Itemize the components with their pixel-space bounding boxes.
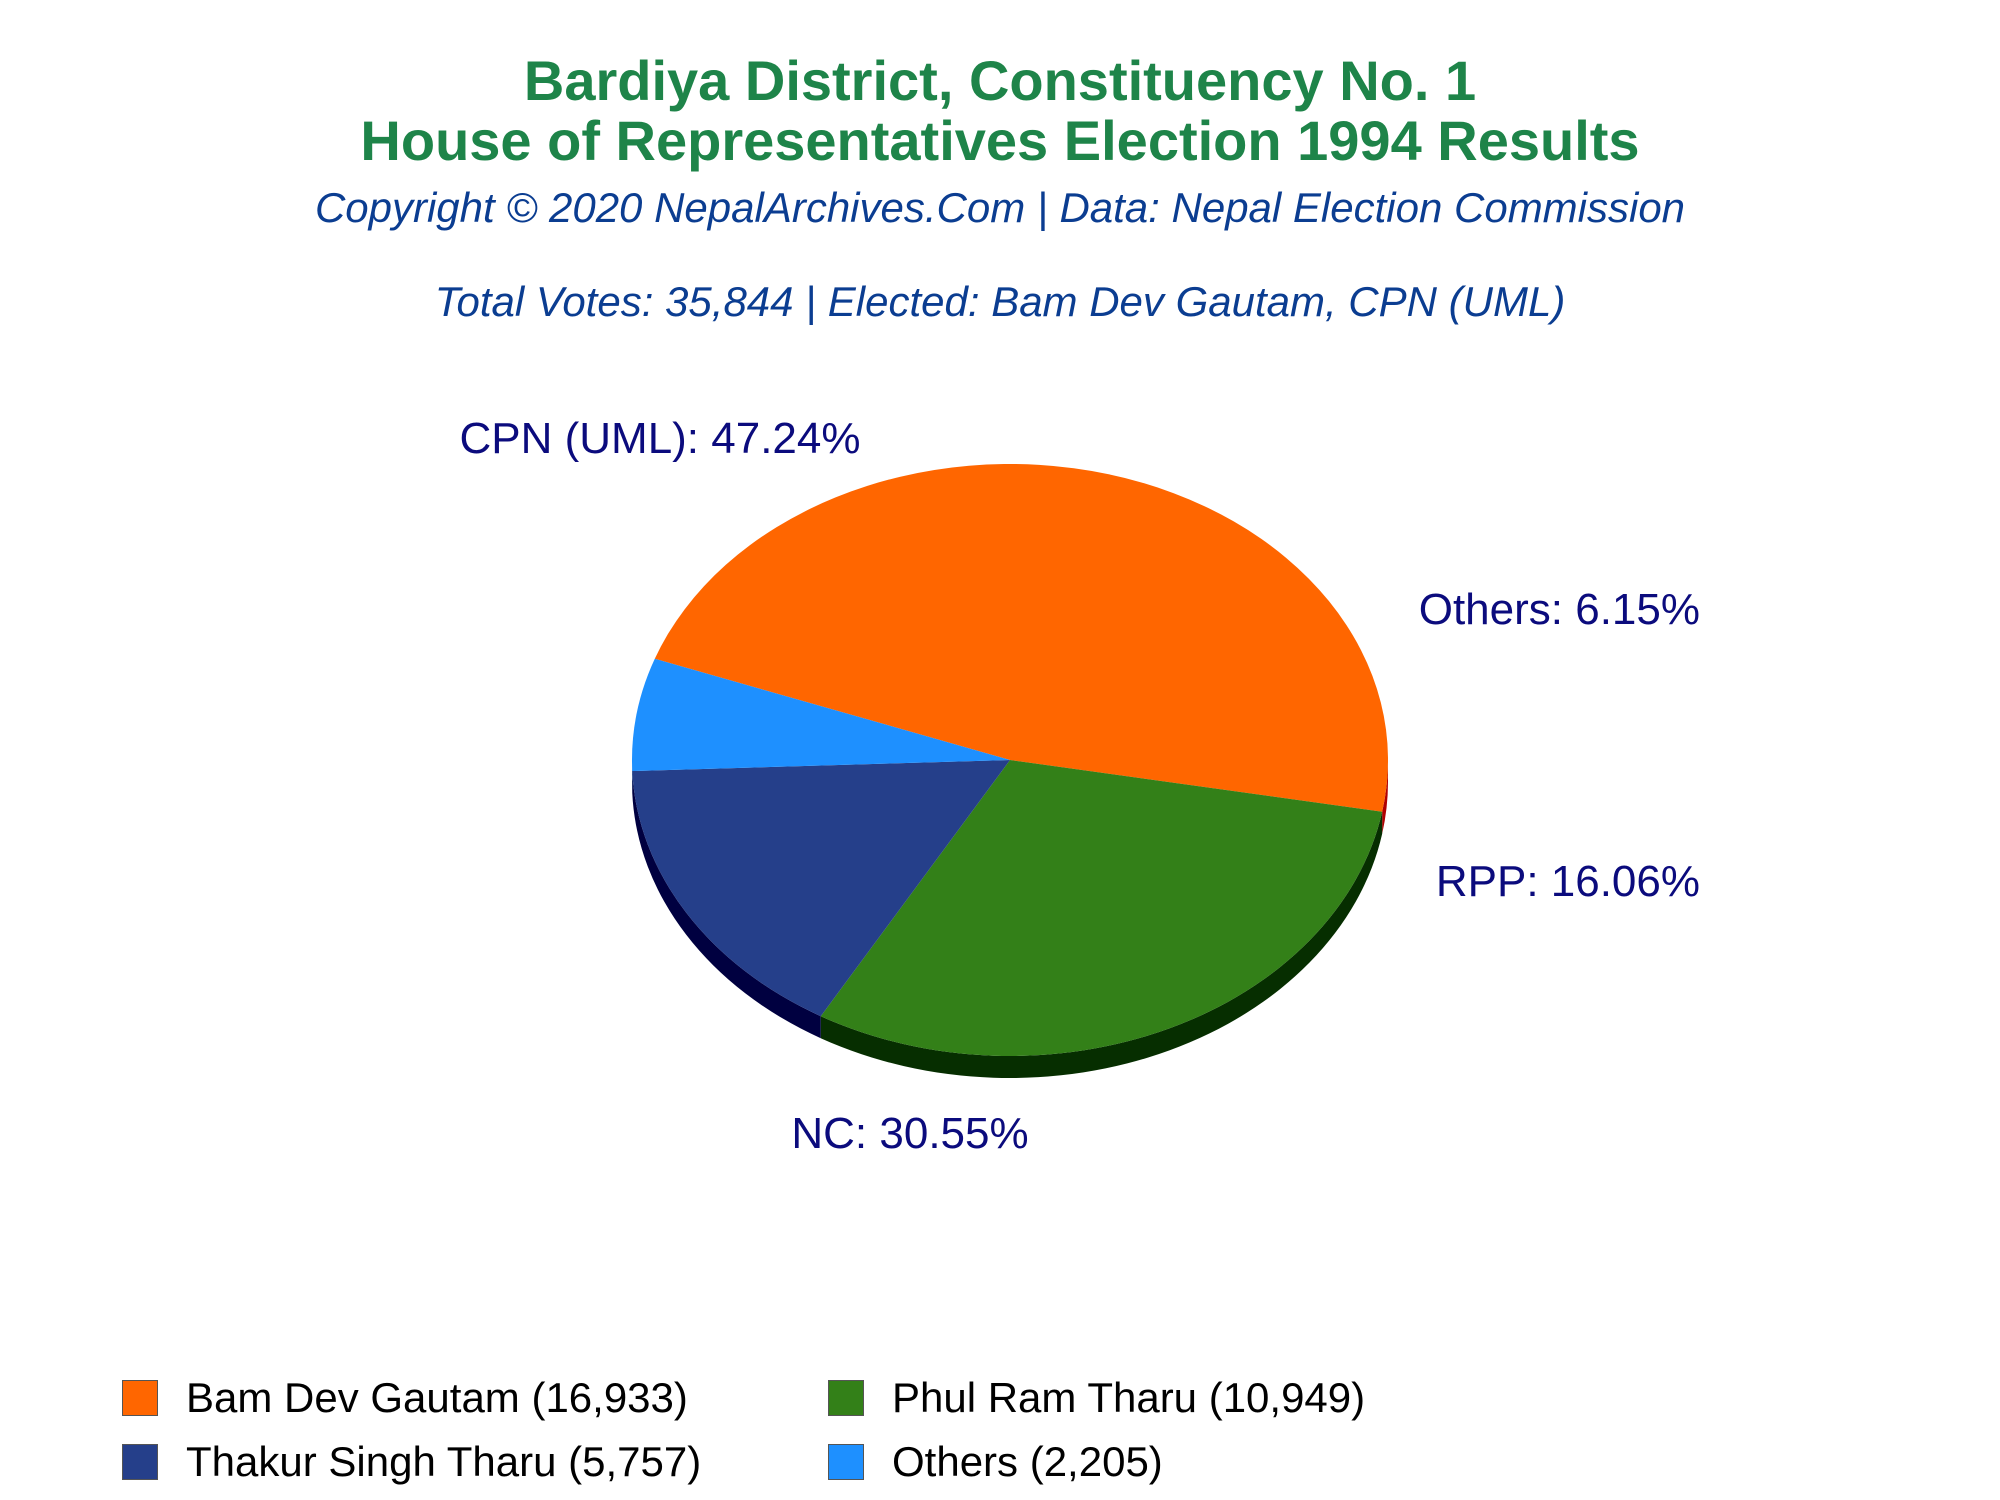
legend-label: Bam Dev Gautam (16,933)	[186, 1374, 688, 1421]
slice-label-rpp: RPP: 16.06%	[1436, 857, 1700, 906]
legend-swatch	[828, 1380, 864, 1416]
pie-slice-cpn-uml[interactable]	[654, 463, 1389, 812]
pie-slice-others[interactable]	[631, 658, 1010, 772]
pie-slice-rpp[interactable]	[632, 760, 1010, 1017]
legend-label: Thakur Singh Tharu (5,757)	[186, 1438, 702, 1485]
slice-label-cpn-uml: CPN (UML): 47.24%	[459, 414, 860, 463]
legend-swatch	[122, 1444, 158, 1480]
copyright-subtitle: Copyright © 2020 NepalArchives.Com | Dat…	[314, 184, 1686, 231]
pie-side-rpp	[632, 771, 821, 1039]
slice-label-nc: NC: 30.55%	[791, 1109, 1028, 1158]
pie-side-cpn-uml	[1382, 760, 1388, 834]
chart-title-line1: Bardiya District, Constituency No. 1	[523, 49, 1477, 112]
legend-label: Phul Ram Tharu (10,949)	[892, 1374, 1366, 1421]
legend-swatch	[828, 1444, 864, 1480]
slice-label-others: Others: 6.15%	[1419, 585, 1700, 634]
legend-label: Others (2,205)	[892, 1438, 1163, 1485]
votes-summary: Total Votes: 35,844 | Elected: Bam Dev G…	[434, 278, 1566, 325]
pie-slice-nc[interactable]	[820, 760, 1383, 1056]
chart-title-line2: House of Representatives Election 1994 R…	[360, 109, 1640, 172]
legend-swatch	[122, 1380, 158, 1416]
pie-side-nc	[820, 811, 1383, 1078]
